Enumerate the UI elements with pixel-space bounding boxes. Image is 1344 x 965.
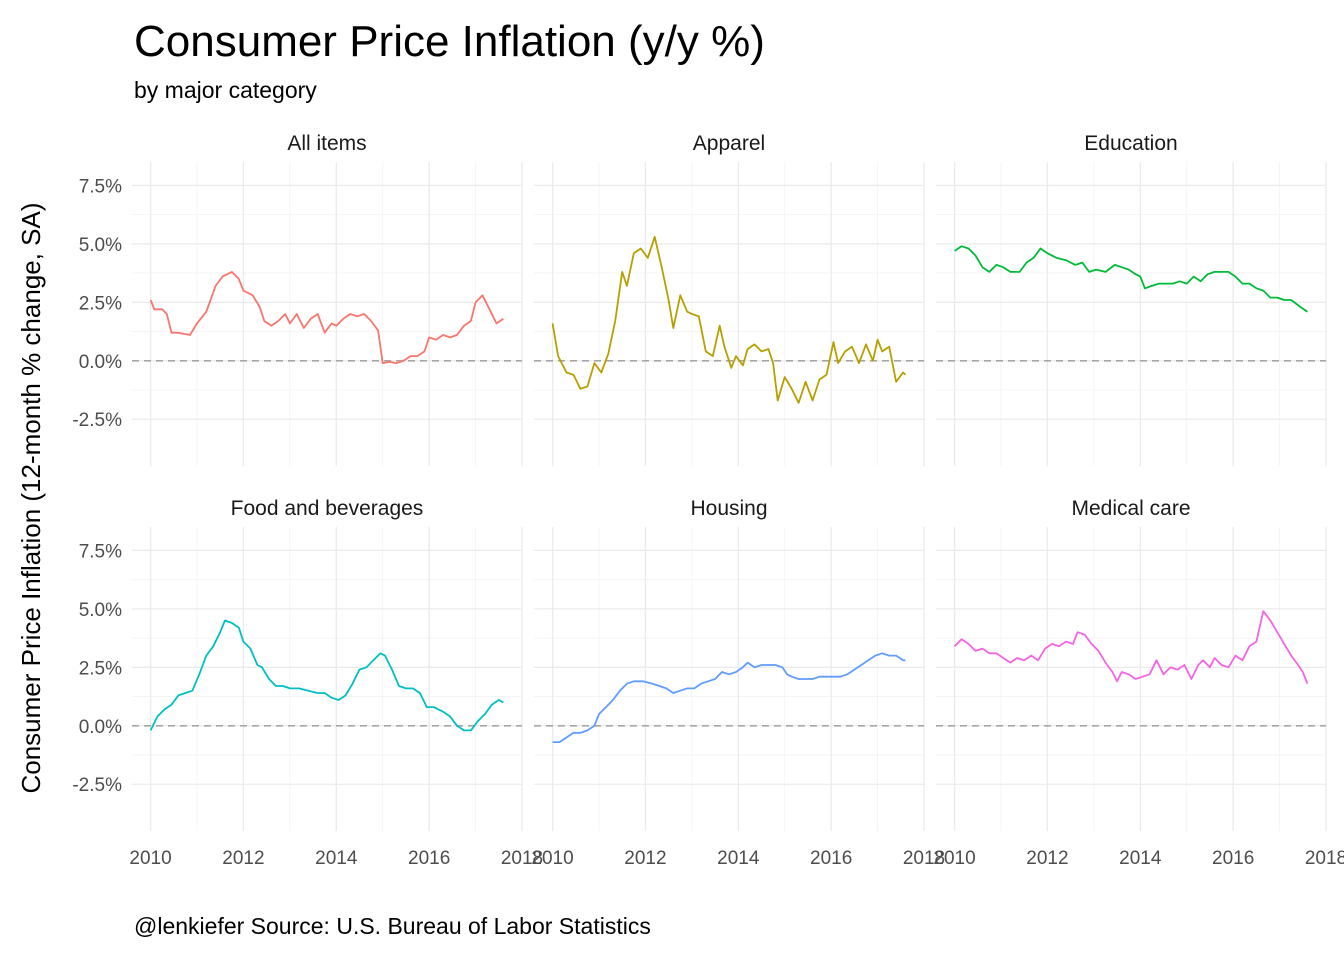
y-tick-label: -2.5% xyxy=(72,410,122,431)
chart-caption: @lenkiefer Source: U.S. Bureau of Labor … xyxy=(134,913,651,939)
y-tick-label: 7.5% xyxy=(79,176,122,197)
x-tick-label: 2014 xyxy=(717,848,760,869)
facet-label: Housing xyxy=(690,497,767,520)
series-line-housing xyxy=(552,652,906,743)
y-tick-label: 5.0% xyxy=(79,600,122,621)
panel-food-and-beverages: Food and beverages -2.5% 0.0% 2.5% 5.0% 7.5% 2… xyxy=(72,497,543,869)
x-tick-label: 2016 xyxy=(1212,848,1254,869)
chart-subtitle: by major category xyxy=(134,77,317,103)
x-tick-label: 2010 xyxy=(129,848,171,869)
y-tick-label: 7.5% xyxy=(79,541,122,562)
x-tick-label: 2012 xyxy=(222,848,264,869)
series-line-apparel xyxy=(551,235,907,404)
series-line-medical-care xyxy=(953,610,1309,685)
y-tick-label: 2.5% xyxy=(79,293,122,314)
y-tick-label: 0.0% xyxy=(79,352,122,373)
x-tick-label: 2018 xyxy=(501,848,543,869)
series-line-all-items xyxy=(149,271,504,364)
x-tick-label: 2014 xyxy=(315,848,358,869)
y-tick-label: 2.5% xyxy=(79,658,122,679)
panel-medical-care: Medical care 2010 2012 2014 2016 2018 xyxy=(933,497,1344,869)
facet-label: Apparel xyxy=(693,132,765,155)
facet-panels: All items -2.5% 0.0% 2.5% 5.0% 7.5% Apparel Edu… xyxy=(72,132,1344,869)
x-tick-label: 2018 xyxy=(903,848,945,869)
facet-label: Medical care xyxy=(1071,497,1190,520)
panel-education: Education xyxy=(936,132,1327,466)
x-tick-label: 2018 xyxy=(1305,848,1344,869)
panel-housing: Housing 2010 2012 2014 2016 2018 xyxy=(531,497,945,869)
x-tick-label: 2010 xyxy=(531,848,573,869)
x-tick-label: 2016 xyxy=(408,848,450,869)
y-axis-label: Consumer Price Inflation (12-month % cha… xyxy=(16,202,46,793)
panel-apparel: Apparel xyxy=(534,132,925,466)
x-tick-label: 2014 xyxy=(1119,848,1162,869)
y-tick-label: 5.0% xyxy=(79,235,122,256)
y-tick-label: -2.5% xyxy=(72,775,122,796)
x-tick-label: 2012 xyxy=(1026,848,1068,869)
facet-label: Education xyxy=(1084,132,1177,155)
x-tick-label: 2016 xyxy=(810,848,852,869)
chart-title: Consumer Price Inflation (y/y %) xyxy=(134,17,765,66)
facet-label: Food and beverages xyxy=(231,497,424,520)
x-tick-label: 2012 xyxy=(624,848,666,869)
panel-all-items: All items -2.5% 0.0% 2.5% 5.0% 7.5% xyxy=(72,132,523,466)
facet-label: All items xyxy=(287,132,366,155)
series-line-food-and-beverages xyxy=(149,619,504,732)
x-tick-label: 2010 xyxy=(933,848,975,869)
series-line-education xyxy=(954,245,1308,313)
y-tick-label: 0.0% xyxy=(79,717,122,738)
